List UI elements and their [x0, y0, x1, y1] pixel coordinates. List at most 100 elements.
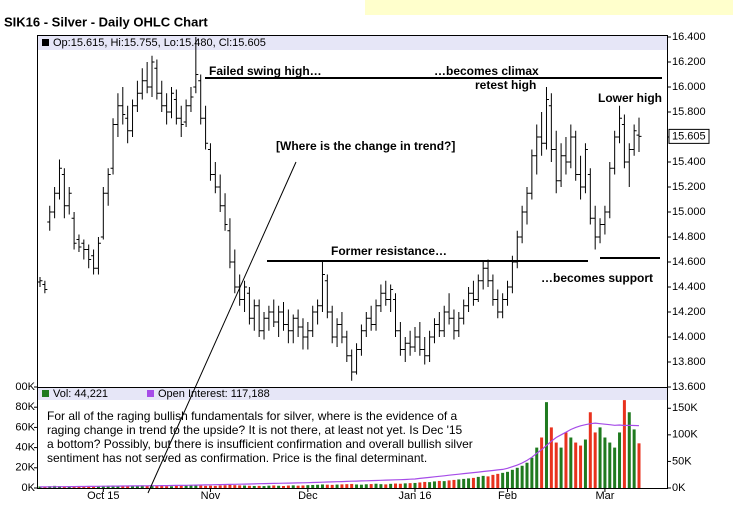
note-line: raging change in trend to the upside? It…	[47, 423, 463, 437]
y2-tick-label: 50K	[672, 455, 692, 467]
volume-bar	[579, 445, 583, 488]
volume-bar	[569, 437, 573, 488]
volume-tick-label: 20K	[15, 462, 35, 474]
volume-bar	[554, 442, 558, 488]
volume-bar	[296, 485, 300, 488]
volume-tick-label: 0K	[22, 482, 36, 494]
volume-bar	[131, 485, 135, 488]
volume-bar	[540, 437, 544, 488]
volume-bar	[145, 485, 149, 488]
volume-bar	[593, 432, 597, 488]
volume-bar	[481, 475, 485, 488]
volume-bar	[384, 484, 388, 488]
y-tick-label: 14.800	[672, 231, 706, 243]
banner	[365, 0, 733, 15]
volume-bar	[126, 486, 130, 488]
volume-bar	[252, 485, 256, 488]
annotation: Former resistance…	[331, 244, 447, 258]
volume-bar	[637, 443, 641, 488]
volume-bar	[160, 485, 164, 488]
volume-bar	[325, 484, 329, 488]
y-tick-label: 16.000	[672, 81, 706, 93]
volume-bar	[452, 479, 456, 488]
last-price-label: 15.605	[672, 130, 706, 142]
volume-bar	[389, 483, 393, 488]
volume-bar	[510, 469, 514, 488]
volume-bar	[437, 480, 441, 488]
volume-bar	[174, 485, 178, 488]
volume-bar	[218, 485, 222, 488]
note-line: sentiment has not served as confirmation…	[47, 451, 427, 465]
y-tick-label: 14.200	[672, 306, 706, 318]
legend-swatch	[42, 390, 49, 397]
volume-tick-label: 80K	[15, 401, 35, 413]
volume-bar	[418, 482, 422, 488]
volume-bar	[286, 485, 290, 488]
volume-bar	[208, 485, 212, 488]
legend-label: Vol: 44,221	[53, 388, 108, 400]
volume-bar	[247, 485, 251, 488]
volume-bar	[257, 485, 261, 488]
volume-bar	[506, 471, 510, 488]
volume-bar	[116, 485, 120, 488]
note-line: For all of the raging bullish fundamenta…	[47, 409, 458, 423]
volume-bar	[140, 485, 144, 488]
volume-bar	[618, 432, 622, 488]
volume-bar	[87, 486, 91, 488]
volume-bar	[306, 485, 310, 488]
volume-bar	[92, 486, 96, 488]
volume-bar	[603, 437, 607, 488]
volume-bar	[67, 486, 71, 488]
volume-bar	[345, 484, 349, 488]
volume-bar	[364, 484, 368, 488]
open-interest-line	[40, 422, 640, 488]
pointer-line	[147, 161, 297, 494]
volume-bar	[501, 472, 505, 488]
volume-bar	[262, 486, 266, 488]
volume-bar	[613, 447, 617, 488]
x-tick-label: Jan 16	[398, 490, 431, 502]
volume-bar	[335, 484, 339, 488]
volume-bar	[574, 442, 578, 488]
y-tick-label: 16.400	[672, 31, 706, 43]
volume-bar	[432, 481, 436, 488]
volume-bar	[428, 482, 432, 488]
x-tick-label: Mar	[595, 490, 614, 502]
y-tick-label: 13.600	[672, 381, 706, 393]
volume-bar	[403, 483, 407, 488]
volume-bar	[121, 485, 125, 488]
volume-bar	[291, 485, 295, 488]
volume-bar	[194, 485, 198, 488]
volume-bar	[374, 483, 378, 488]
volume-bar	[423, 481, 427, 488]
volume-bar	[277, 485, 281, 488]
annotation: Lower high	[598, 91, 662, 105]
volume-bar	[189, 484, 193, 488]
volume-bar	[320, 484, 324, 488]
volume-bar	[330, 484, 334, 488]
x-tick-label: Feb	[498, 490, 517, 502]
volume-bar	[476, 476, 480, 488]
volume-bar	[82, 486, 86, 488]
y-tick-label: 14.400	[672, 281, 706, 293]
last-price-box	[668, 128, 710, 144]
volume-bar	[379, 484, 383, 488]
volume-bar	[408, 483, 412, 488]
y-tick-label: 16.200	[672, 56, 706, 68]
volume-bar	[199, 485, 203, 488]
volume-bar	[228, 484, 232, 488]
volume-bar	[213, 485, 217, 488]
annotation: retest high	[475, 78, 536, 92]
y-tick-label: 15.000	[672, 206, 706, 218]
volume-bar	[316, 484, 320, 488]
volume-bar	[282, 485, 285, 488]
volume-band	[38, 388, 667, 400]
volume-bar	[627, 412, 631, 488]
volume-tick-label: 60K	[15, 421, 35, 433]
volume-bar	[394, 483, 398, 488]
volume-bar	[340, 484, 344, 488]
y-tick-label: 15.200	[672, 181, 706, 193]
volume-tick-label: 40K	[15, 442, 35, 454]
volume-bar	[359, 484, 363, 488]
volume-bar	[111, 485, 115, 488]
